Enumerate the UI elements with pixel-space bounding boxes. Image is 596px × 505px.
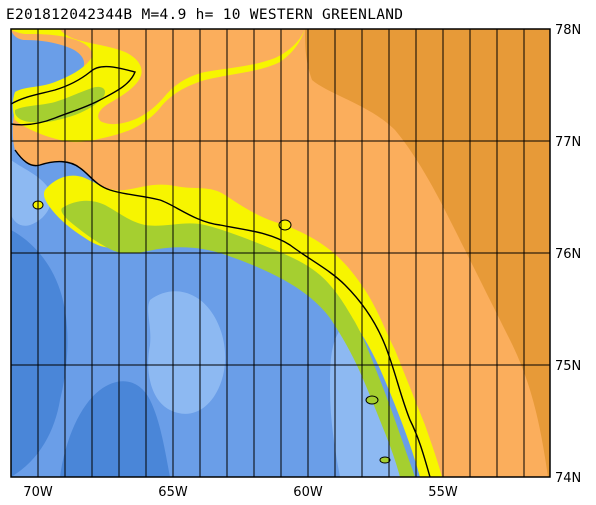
coastline: [14, 149, 431, 477]
map-title: E201812042344B M=4.9 h= 10 WESTERN GREEN…: [6, 7, 404, 23]
lon-label: 70W: [23, 485, 53, 500]
graticule: [11, 29, 550, 477]
island: [278, 219, 292, 231]
shallow-ocean: [148, 291, 226, 414]
island: [365, 395, 379, 405]
north-peninsula-interior: [60, 29, 305, 125]
map-frame: [10, 28, 551, 478]
lon-label: 55W: [428, 485, 458, 500]
deep-ocean-west: [11, 230, 68, 477]
lon-label: 60W: [293, 485, 323, 500]
lon-label: 65W: [158, 485, 188, 500]
coastline-north: [11, 65, 136, 126]
north-peninsula-green: [14, 86, 106, 123]
lat-label: 78N: [555, 23, 581, 38]
coastal-green: [61, 200, 416, 477]
shallow-ocean-coast: [330, 330, 400, 477]
shallow-ocean-north: [11, 160, 52, 226]
lat-label: 75N: [555, 359, 581, 374]
lat-label: 76N: [555, 247, 581, 262]
deep-ocean: [60, 381, 170, 477]
island: [379, 456, 391, 464]
lat-label: 74N: [555, 471, 581, 486]
lat-label: 77N: [555, 135, 581, 150]
